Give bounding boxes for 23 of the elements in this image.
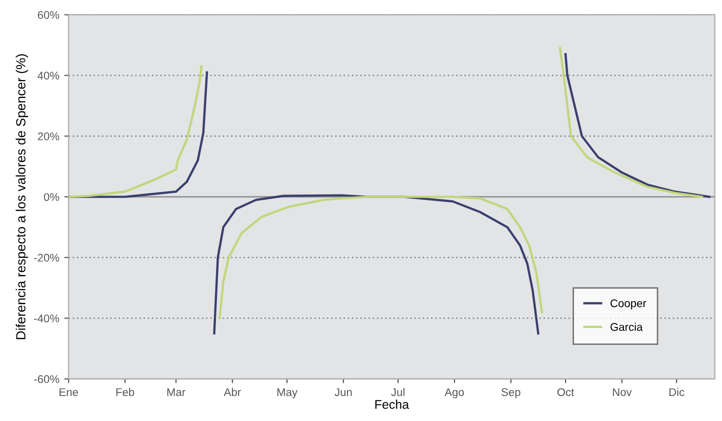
x-tick-label: Jul <box>391 388 404 396</box>
legend-label: Garcia <box>610 322 643 331</box>
x-tick-label: Ene <box>60 388 78 396</box>
y-tick-label: 40% <box>38 72 60 80</box>
x-tick-label: Nov <box>612 388 632 396</box>
x-tick-label: Ago <box>444 388 464 398</box>
y-tick-label: -60% <box>34 375 60 384</box>
x-tick-label: Abr <box>224 388 241 396</box>
x-tick-label: Mar <box>167 388 186 396</box>
legend-label: Cooper <box>610 299 646 310</box>
x-tick-label: Oct <box>557 388 574 396</box>
x-tick-label: Sep <box>502 388 520 398</box>
y-tick-label: -40% <box>34 314 60 322</box>
y-axis-title: Diferencia respecto a los valores de Spencer (%) <box>16 54 28 340</box>
x-tick-label: Feb <box>116 388 134 396</box>
x-tick-label: Jun <box>334 388 352 396</box>
x-tick-label: Dic <box>669 388 684 396</box>
y-tick-label: -20% <box>34 254 60 262</box>
x-axis-title: Fecha <box>375 400 410 409</box>
y-tick-label: 20% <box>38 132 60 140</box>
y-tick-label: 0% <box>44 193 60 201</box>
y-tick-label: 60% <box>38 11 60 19</box>
x-tick-label: May <box>277 388 298 398</box>
